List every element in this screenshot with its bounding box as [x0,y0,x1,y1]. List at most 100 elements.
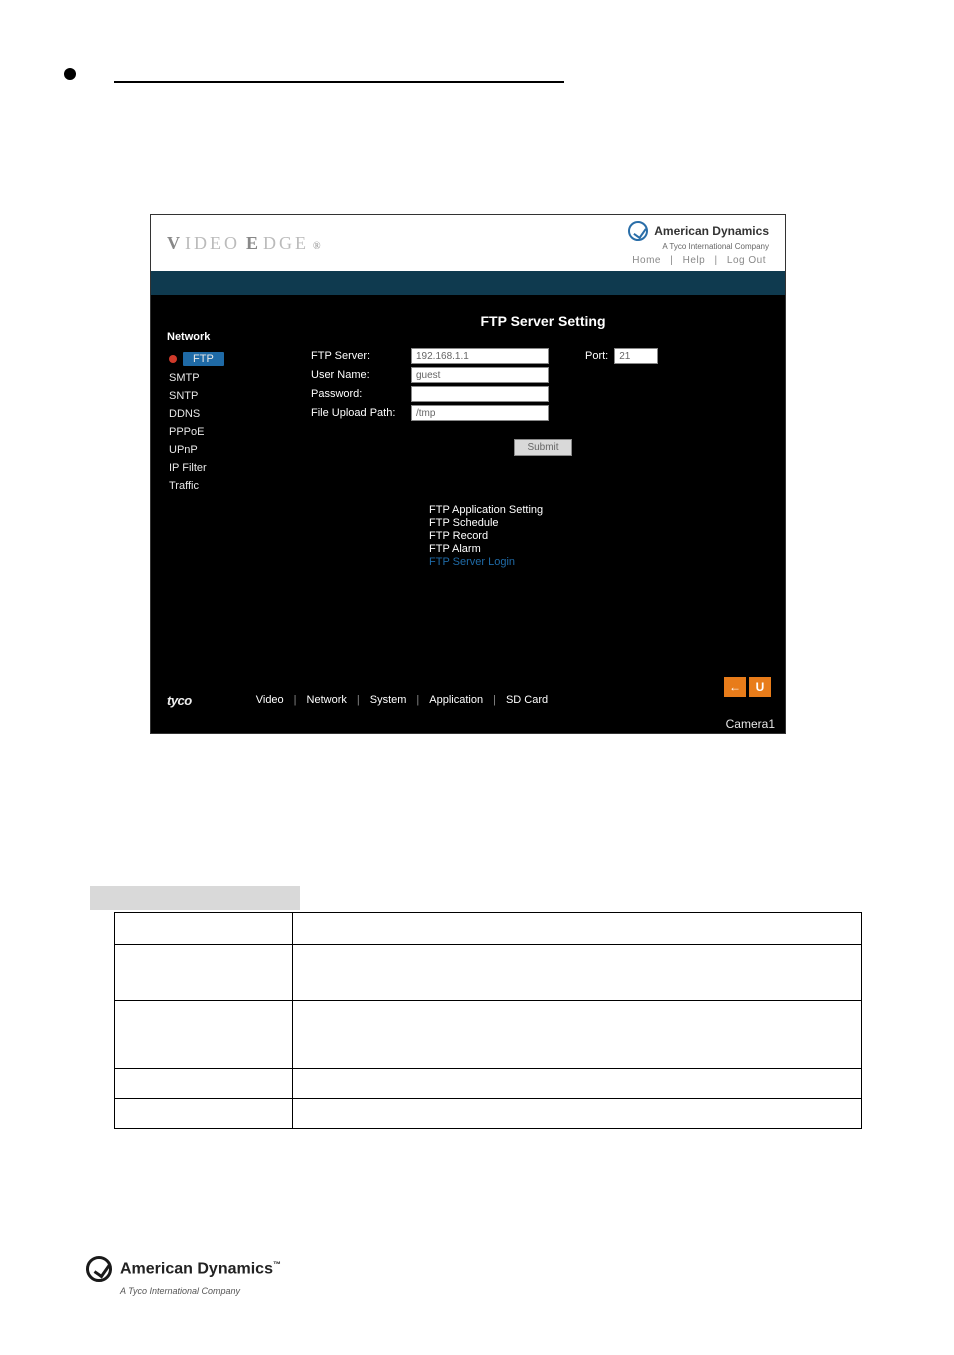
table-cell [115,1069,293,1099]
top-links: Home | Help | Log Out [628,255,769,266]
sidebar-item-ipfilter[interactable]: IP Filter [165,459,301,477]
logo-word1: IDEO [185,233,240,254]
tyco-logo: tyco [167,693,192,708]
brand-name: American Dynamics [654,224,769,238]
arrow-left-icon: ← [729,680,741,694]
help-link[interactable]: Help [683,255,706,266]
sep: | [493,694,496,706]
sep: | [416,694,419,706]
row-user: User Name: [301,367,785,383]
nav-sdcard[interactable]: SD Card [506,694,548,706]
user-input[interactable] [411,367,549,383]
table-cell [293,1069,862,1099]
shot-header-right: American Dynamics A Tyco International C… [628,221,769,266]
sidebar-item-upnp[interactable]: UPnP [165,441,301,459]
sidebar-item-ftp[interactable]: FTP [165,349,301,369]
ftp-schedule-link[interactable]: FTP Schedule [429,517,785,530]
title-bold: Server Setting [511,313,606,329]
table-cell [293,1099,862,1129]
nav-network[interactable]: Network [307,694,347,706]
ftp-record-link[interactable]: FTP Record [429,530,785,543]
table-row [115,1099,862,1129]
panel-title: FTP Server Setting [301,295,785,345]
orange-buttons: ← U [724,677,771,697]
back-button[interactable]: ← [724,677,746,697]
ad-swirl-icon [628,221,648,241]
ad-swirl-icon [86,1256,112,1282]
sidebar-item-sntp[interactable]: SNTP [165,387,301,405]
logo-letter: V [167,233,181,254]
password-input[interactable] [411,386,549,402]
table-row [115,1001,862,1069]
table-heading-bar [90,886,300,910]
table-cell [293,945,862,1001]
path-label: File Upload Path: [301,407,403,419]
content-panel: FTP Server Setting FTP Server: Port: Use… [301,295,785,691]
sidebar: Network FTP SMTP SNTP DDNS PPPoE UPnP IP… [151,295,301,691]
camera-label: Camera1 [726,717,775,731]
bottom-tagline: A Tyco International Company [120,1286,281,1296]
ftp-alarm-link[interactable]: FTP Alarm [429,543,785,556]
brand-tagline: A Tyco International Company [628,242,769,251]
shot-body: Network FTP SMTP SNTP DDNS PPPoE UPnP IP… [151,295,785,691]
sidebar-item-ddns[interactable]: DDNS [165,405,301,423]
logout-link[interactable]: Log Out [727,255,766,266]
table-cell [293,913,862,945]
submit-button[interactable]: Submit [514,439,571,456]
videoedge-logo: VIDEO EDGE ® [167,233,321,254]
table-cell [115,945,293,1001]
logo-word2: DGE [263,233,309,254]
table-row [115,913,862,945]
table-cell [115,1099,293,1129]
sidebar-item-label: FTP [183,352,224,366]
path-input[interactable] [411,405,549,421]
port-input[interactable] [614,348,658,364]
page: VIDEO EDGE ® American Dynamics A Tyco Inte… [0,0,954,1355]
ftp-server-login-link[interactable]: FTP Server Login [429,556,785,569]
ftp-links-block: FTP Application Setting FTP Schedule FTP… [429,504,785,569]
ftp-app-setting-link[interactable]: FTP Application Setting [429,504,785,517]
sep: | [294,694,297,706]
row-password: Password: [301,386,785,402]
bottom-brand-name: American Dynamics™ [120,1260,281,1278]
submit-wrap: Submit [301,439,785,456]
sidebar-item-smtp[interactable]: SMTP [165,369,301,387]
nav-application[interactable]: Application [429,694,483,706]
heading-underline [114,81,564,83]
footer-nav: Video | Network | System | Application | SD … [256,694,548,706]
u-button[interactable]: U [749,677,771,697]
row-path: File Upload Path: [301,405,785,421]
bottom-logo-row: American Dynamics™ [86,1256,281,1282]
shot-footer: tyco Video | Network | System | Application… [151,691,785,733]
header-band [151,271,785,295]
title-prefix: FTP [480,313,506,329]
sidebar-category[interactable]: Network [165,327,301,349]
logo-word2-first: E [246,233,259,254]
table-cell [115,913,293,945]
bullet-icon [64,68,76,80]
nav-system[interactable]: System [370,694,407,706]
bottom-brand-text: American Dynamics [120,1260,273,1277]
sidebar-item-traffic[interactable]: Traffic [165,477,301,495]
password-label: Password: [301,388,403,400]
sep: | [670,255,673,266]
active-dot-icon [169,355,177,363]
row-ftp-server: FTP Server: Port: [301,348,785,364]
sidebar-item-pppoe[interactable]: PPPoE [165,423,301,441]
heading-row [64,68,564,80]
ftp-server-input[interactable] [411,348,549,364]
logo-reg: ® [313,241,321,252]
sep: | [357,694,360,706]
tm-mark: ™ [273,1260,281,1269]
ftp-server-label: FTP Server: [301,350,403,362]
sep: | [715,255,718,266]
bottom-logo: American Dynamics™ A Tyco International … [86,1256,281,1296]
port-group: Port: [585,348,658,364]
nav-video[interactable]: Video [256,694,284,706]
table-row [115,1069,862,1099]
home-link[interactable]: Home [632,255,661,266]
table-cell [115,1001,293,1069]
shot-header: VIDEO EDGE ® American Dynamics A Tyco Inte… [151,215,785,271]
table-cell [293,1001,862,1069]
port-label: Port: [585,350,608,362]
